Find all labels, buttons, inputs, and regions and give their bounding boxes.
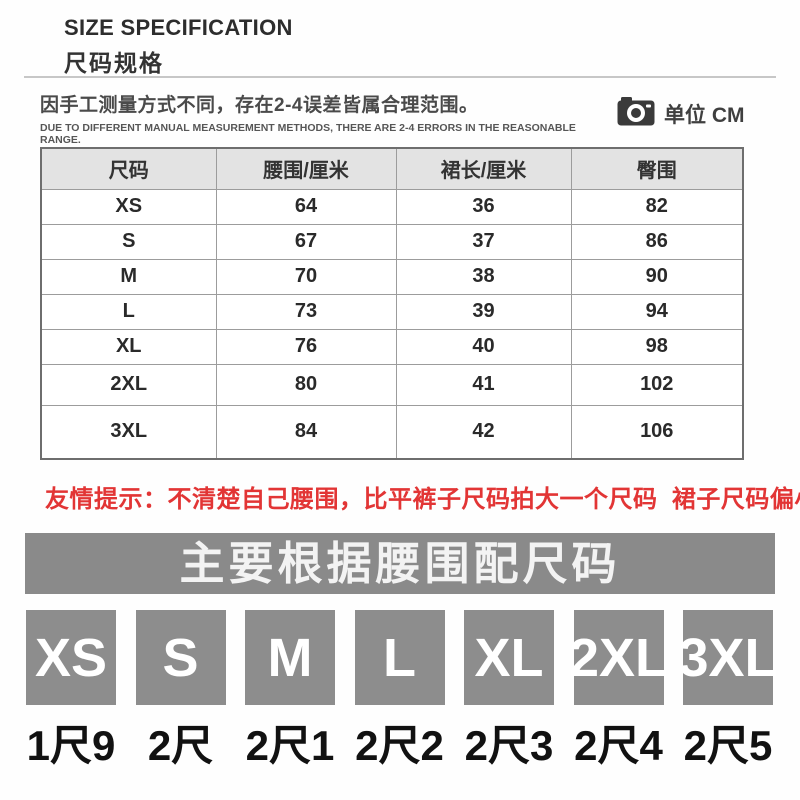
size-box-3xl: 3XL (678, 610, 778, 705)
cell-waist: 76 (215, 328, 397, 365)
size-box-s: S (135, 610, 226, 705)
chi-label-xl: 2尺3 (464, 722, 554, 769)
cell-hip: 82 (570, 188, 744, 225)
header-cell-waist: 腰围/厘米 (215, 147, 397, 190)
chi-label-l: 2尺2 (355, 722, 444, 769)
cell-length: 42 (395, 404, 572, 460)
chi-label-s: 2尺 (147, 722, 214, 769)
page-title-cn: 尺码规格 (64, 50, 164, 76)
cell-size: M (40, 258, 217, 295)
cell-size: XS (40, 188, 217, 225)
cell-length: 40 (395, 328, 572, 365)
size-box-xs: XS (26, 610, 116, 705)
table-row: 3XL 84 42 106 (40, 404, 744, 460)
size-table: 尺码 腰围/厘米 裙长/厘米 臀围 XS 64 36 82 S 67 37 86… (40, 147, 744, 460)
header-cell-length: 裙长/厘米 (395, 147, 572, 190)
title-divider (24, 76, 776, 78)
table-header-row: 尺码 腰围/厘米 裙长/厘米 臀围 (40, 147, 744, 190)
cell-length: 41 (395, 363, 572, 406)
chi-label-xs: 1尺9 (26, 722, 116, 769)
size-box-row: XS S M L XL 2XL 3XL (26, 610, 778, 705)
header-cell-hip: 臀围 (570, 147, 744, 190)
cell-hip: 86 (570, 223, 744, 260)
measurement-note: 因手工测量方式不同，存在2-4误差皆属合理范围。 DUE TO DIFFEREN… (40, 90, 600, 146)
chi-label-3xl: 2尺5 (683, 722, 773, 769)
cell-waist: 73 (215, 293, 397, 330)
page-title-block: SIZE SPECIFICATION 尺码规格 (64, 15, 293, 78)
friendly-tip: 友情提示：不清楚自己腰围，比平裤子尺码拍大一个尺码 裙子尺码偏小 (45, 486, 800, 513)
size-box-xl: XL (464, 610, 554, 705)
unit-block: 单位 CM (617, 97, 745, 131)
cell-length: 39 (395, 293, 572, 330)
cell-hip: 106 (570, 404, 744, 460)
waist-match-banner: 主要根据腰围配尺码 (25, 533, 775, 594)
cell-size: 2XL (40, 363, 217, 406)
cell-hip: 94 (570, 293, 744, 330)
chi-label-2xl: 2尺4 (574, 722, 663, 769)
table-row: M 70 38 90 (40, 258, 744, 295)
cell-size: S (40, 223, 217, 260)
chi-label-row: 1尺9 2尺 2尺1 2尺2 2尺3 2尺4 2尺5 (26, 712, 773, 773)
size-box-l: L (354, 610, 445, 705)
cell-length: 36 (395, 188, 572, 225)
measurement-note-cn: 因手工测量方式不同，存在2-4误差皆属合理范围。 (40, 95, 479, 116)
header-cell-size: 尺码 (40, 147, 217, 190)
table-row: XL 76 40 98 (40, 328, 744, 365)
cell-size: L (40, 293, 217, 330)
cell-length: 38 (395, 258, 572, 295)
cell-hip: 98 (570, 328, 744, 365)
page-title-en: SIZE SPECIFICATION (64, 15, 293, 40)
cell-size: 3XL (40, 404, 217, 460)
cell-length: 37 (395, 223, 572, 260)
cell-waist: 64 (215, 188, 397, 225)
size-box-2xl: 2XL (569, 610, 668, 705)
table-row: L 73 39 94 (40, 293, 744, 330)
size-box-m: M (245, 610, 335, 705)
cell-waist: 67 (215, 223, 397, 260)
chi-label-m: 2尺1 (245, 722, 335, 769)
cell-size: XL (40, 328, 217, 365)
table-row: 2XL 80 41 102 (40, 363, 744, 406)
measurement-note-en: DUE TO DIFFERENT MANUAL MEASUREMENT METH… (40, 122, 576, 146)
camera-icon (617, 97, 655, 131)
cell-hip: 102 (570, 363, 744, 406)
cell-waist: 80 (215, 363, 397, 406)
cell-hip: 90 (570, 258, 744, 295)
table-row: S 67 37 86 (40, 223, 744, 260)
cell-waist: 70 (215, 258, 397, 295)
table-row: XS 64 36 82 (40, 188, 744, 225)
unit-label: 单位 CM (664, 104, 745, 127)
cell-waist: 84 (215, 404, 397, 460)
